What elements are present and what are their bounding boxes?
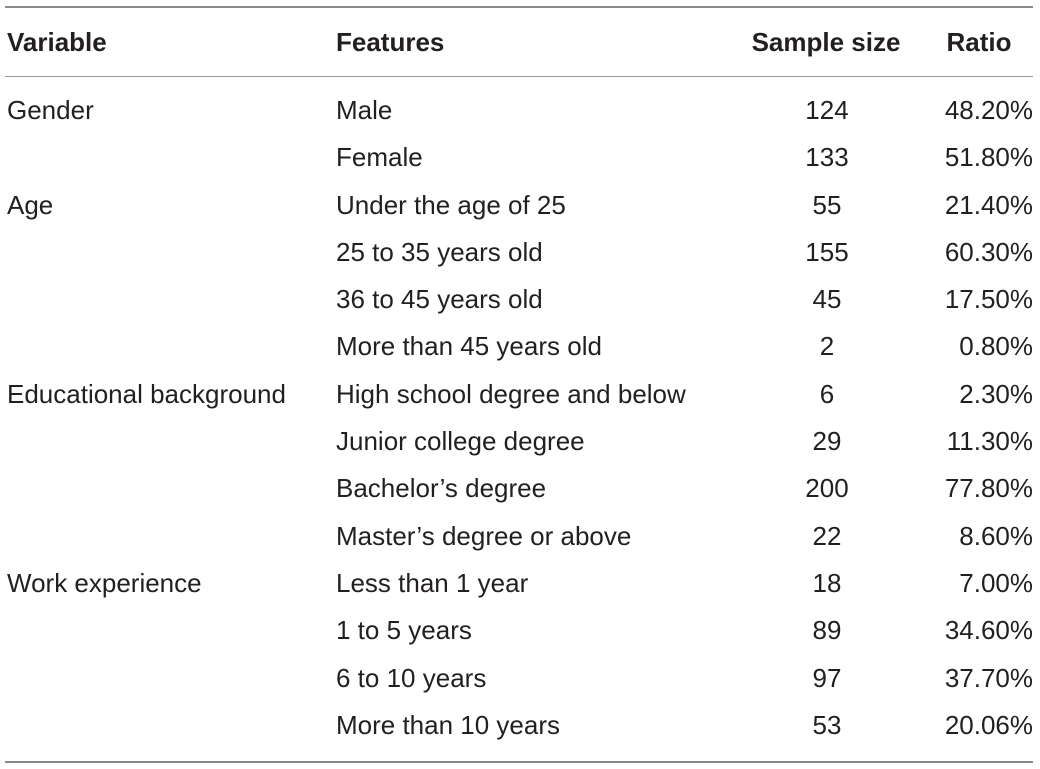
cell-feature: Junior college degree [336,426,585,457]
header-ratio: Ratio [946,27,1012,57]
table-row: Female 133 51.80% [0,136,1040,183]
cell-sample-size: 55 [812,189,842,220]
cell-sample-size: 22 [812,520,842,551]
table-row: Master’s degree or above 22 8.60% [0,515,1040,562]
cell-ratio: 37.70% [944,662,1033,693]
table-row: 36 to 45 years old 45 17.50% [0,278,1040,325]
cell-sample-size: 6 [819,378,835,409]
cell-sample-size: 97 [812,662,842,693]
cell-ratio: 77.80% [944,473,1033,504]
cell-feature: Master’s degree or above [336,520,632,551]
cell-ratio: 60.30% [944,236,1033,267]
cell-sample-size: 200 [805,473,849,504]
table-row: 25 to 35 years old 155 60.30% [0,231,1040,278]
cell-feature: Bachelor’s degree [336,473,547,504]
cell-feature: More than 45 years old [336,331,602,362]
cell-ratio: 11.30% [946,426,1033,457]
table-row: Work experience Less than 1 year 18 7.00… [0,562,1040,609]
header-features: Features [336,27,445,57]
table-row: Gender Male 124 48.20% [0,89,1040,136]
cell-feature: High school degree and below [336,378,686,409]
table-row: 1 to 5 years 89 34.60% [0,609,1040,656]
cell-feature: 1 to 5 years [336,615,472,646]
cell-feature: 25 to 35 years old [336,236,543,267]
cell-feature: More than 10 years [336,709,561,740]
cell-feature: Male [336,95,393,125]
cell-sample-size: 18 [812,567,842,598]
cell-sample-size: 124 [805,95,849,125]
table-top-rule [5,6,1033,8]
cell-feature: Less than 1 year [336,567,529,598]
table-header-rule [5,76,1033,77]
table-row: Age Under the age of 25 55 21.40% [0,184,1040,231]
cell-sample-size: 53 [812,709,842,740]
cell-feature: 6 to 10 years [336,662,487,693]
cell-ratio: 8.60% [959,520,1033,551]
table-row: 6 to 10 years 97 37.70% [0,657,1040,704]
table-row: More than 45 years old 2 0.80% [0,325,1040,372]
cell-sample-size: 29 [812,426,842,457]
cell-feature: 36 to 45 years old [336,284,543,315]
cell-sample-size: 155 [805,236,849,267]
cell-ratio: 48.20% [944,95,1033,125]
table-row: More than 10 years 53 20.06% [0,704,1040,751]
cell-variable: Educational background [7,378,286,409]
cell-ratio: 20.06% [944,709,1033,740]
cell-ratio: 17.50% [944,284,1033,315]
cell-variable: Age [7,189,54,220]
cell-variable: Gender [7,95,94,125]
cell-ratio: 0.80% [959,331,1033,362]
cell-ratio: 21.40% [944,189,1033,220]
table-row: Junior college degree 29 11.30% [0,420,1040,467]
table-bottom-rule [5,761,1033,763]
cell-ratio: 51.80% [944,142,1033,173]
table-row: Bachelor’s degree 200 77.80% [0,467,1040,514]
cell-sample-size: 133 [805,142,849,173]
cell-ratio: 2.30% [959,378,1033,409]
table-header-row: Variable Features Sample size Ratio [0,8,1040,76]
cell-feature: Under the age of 25 [336,189,566,220]
table-row: Educational background High school degre… [0,373,1040,420]
table-body: Gender Male 124 48.20% Female 133 51.80%… [0,89,1040,751]
header-sample-size: Sample size [751,27,901,57]
cell-sample-size: 2 [819,331,835,362]
header-variable: Variable [7,27,107,57]
cell-feature: Female [336,142,423,173]
cell-sample-size: 89 [812,615,842,646]
cell-sample-size: 45 [812,284,842,315]
cell-ratio: 34.60% [944,615,1033,646]
cell-variable: Work experience [7,567,202,598]
cell-ratio: 7.00% [959,567,1033,598]
